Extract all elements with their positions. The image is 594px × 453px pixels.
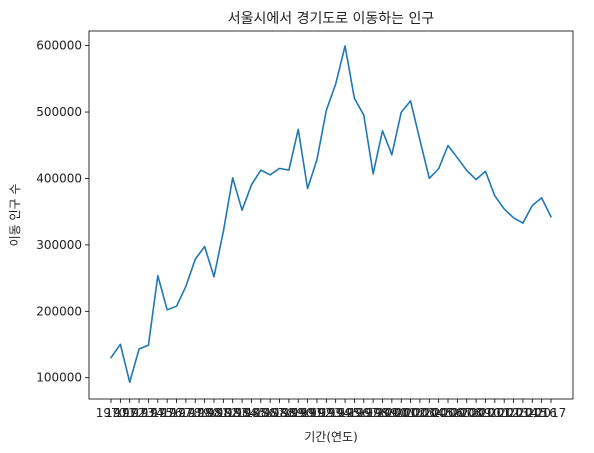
x-tick-label: 1982 <box>208 406 239 420</box>
x-tick-label: 1987 <box>255 406 286 420</box>
x-tick-label: 1995 <box>330 406 361 420</box>
chart-title: 서울시에서 경기도로 이동하는 인구 <box>228 11 435 27</box>
y-tick-label: 300000 <box>36 238 82 252</box>
x-tick-label: 2003 <box>405 406 436 420</box>
y-tick-label: 100000 <box>36 371 82 385</box>
x-tick-label: 2015 <box>517 406 548 420</box>
x-tick-label: 1971 <box>105 406 136 420</box>
y-tick-label: 500000 <box>36 105 82 119</box>
x-tick-label: 1993 <box>311 406 342 420</box>
x-tick-label: 1970 <box>96 406 127 420</box>
x-tick-label: 1984 <box>227 406 258 420</box>
x-tick-label: 1996 <box>339 406 370 420</box>
x-tick-label: 1999 <box>367 406 398 420</box>
x-tick-label: 2002 <box>395 406 426 420</box>
x-tick-label: 1977 <box>161 406 192 420</box>
x-tick-label: 2007 <box>442 406 473 420</box>
x-tick-label: 2016 <box>526 406 557 420</box>
y-axis-label: 이동 인구 수 <box>8 184 22 247</box>
series-line <box>110 45 552 383</box>
x-tick-label: 1997 <box>348 406 379 420</box>
plot-area <box>88 30 574 400</box>
x-tick-label: 1990 <box>283 406 314 420</box>
x-tick-label: 1991 <box>292 406 323 420</box>
x-axis-label: 기간(연도) <box>304 430 358 444</box>
x-tick-label: 1975 <box>143 406 174 420</box>
y-tick-label: 200000 <box>36 304 82 318</box>
x-tick-label: 1989 <box>274 406 305 420</box>
x-tick-label: 2001 <box>386 406 417 420</box>
x-tick-label: 2010 <box>470 406 501 420</box>
x-tick-label: 1980 <box>189 406 220 420</box>
x-tick-label: 2017 <box>536 406 567 420</box>
x-tick-label: 1973 <box>124 406 155 420</box>
x-tick-label: 2009 <box>461 406 492 420</box>
x-tick-label: 1981 <box>199 406 230 420</box>
x-tick-label: 2012 <box>489 406 520 420</box>
x-tick-label: 2006 <box>433 406 464 420</box>
x-tick-label: 1985 <box>236 406 267 420</box>
x-tick-label: 2013 <box>498 406 529 420</box>
x-tick-label: 2004 <box>414 406 445 420</box>
x-tick-label: 1992 <box>302 406 333 420</box>
x-tick-label: 2005 <box>423 406 454 420</box>
x-axis: 1970197119721973197419751976197719781979… <box>96 399 567 420</box>
y-tick-label: 600000 <box>36 39 82 53</box>
x-tick-label: 2008 <box>451 406 482 420</box>
x-tick-label: 1974 <box>133 406 164 420</box>
x-tick-label: 1988 <box>264 406 295 420</box>
x-tick-label: 1972 <box>114 406 145 420</box>
x-tick-label: 1976 <box>152 406 183 420</box>
x-tick-label: 1979 <box>180 406 211 420</box>
x-tick-label: 2014 <box>508 406 539 420</box>
y-axis: 100000 200000 300000 400000 500000 600000 <box>36 39 89 385</box>
x-tick-label: 2000 <box>377 406 408 420</box>
x-tick-label: 2011 <box>480 406 511 420</box>
y-tick-label: 400000 <box>36 171 82 185</box>
x-tick-label: 1978 <box>171 406 202 420</box>
x-tick-label: 1994 <box>320 406 351 420</box>
x-tick-label: 1998 <box>358 406 389 420</box>
x-tick-label: 1983 <box>217 406 248 420</box>
x-tick-label: 1986 <box>246 406 277 420</box>
